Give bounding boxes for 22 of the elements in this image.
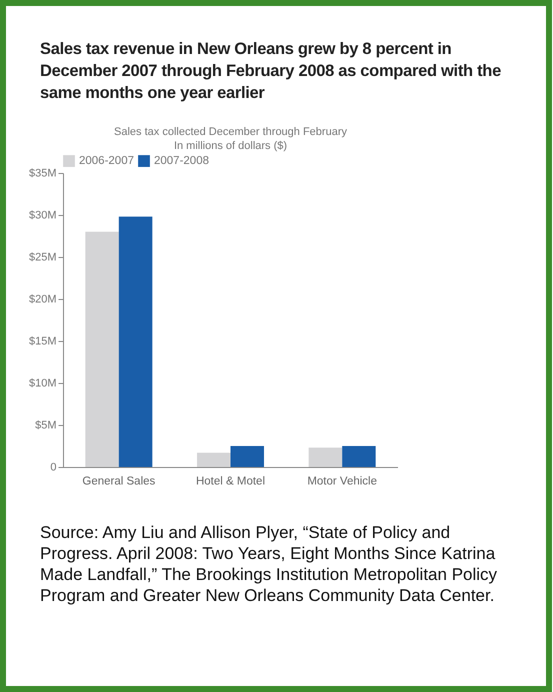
bar (85, 232, 119, 467)
y-tick-label: $35M (28, 168, 56, 180)
x-tick-label: Motor Vehicle (307, 476, 378, 488)
bar (308, 448, 342, 467)
y-tick-label: $25M (28, 252, 56, 264)
x-tick-label: Hotel & Motel (196, 476, 266, 488)
y-tick-label: $15M (28, 336, 56, 348)
y-tick-label: $20M (28, 294, 56, 306)
y-tick-label: $30M (28, 210, 56, 222)
bar (197, 452, 230, 467)
y-tick-label: $10M (28, 378, 56, 390)
legend-label: 2007-2008 (154, 155, 209, 168)
y-tick-label: $5M (35, 420, 56, 432)
bar (230, 446, 264, 467)
y-tick-label: 0 (50, 462, 56, 474)
bar (342, 446, 376, 467)
chart-subtitle: Sales tax collected December through February In millions of dollars ($) (114, 126, 348, 152)
bar (118, 216, 152, 467)
chart-title: Sales tax revenue in New Orleans grew by 8 percent in December 2007 through February 2008 as compared with the same months one year earlier (40, 39, 502, 104)
legend-label: 2006-2007 (79, 155, 134, 168)
source-note: Source: Amy Liu and Allison Plyer, “State of Policy and Progress. April 2008: Two Years, Eight Months Since Katrina Made Landfall,” The Brookings Institution Metropolitan Policy Program and Greater New Orleans Community Data Center. (40, 522, 498, 606)
x-tick-label: General Sales (82, 476, 156, 488)
